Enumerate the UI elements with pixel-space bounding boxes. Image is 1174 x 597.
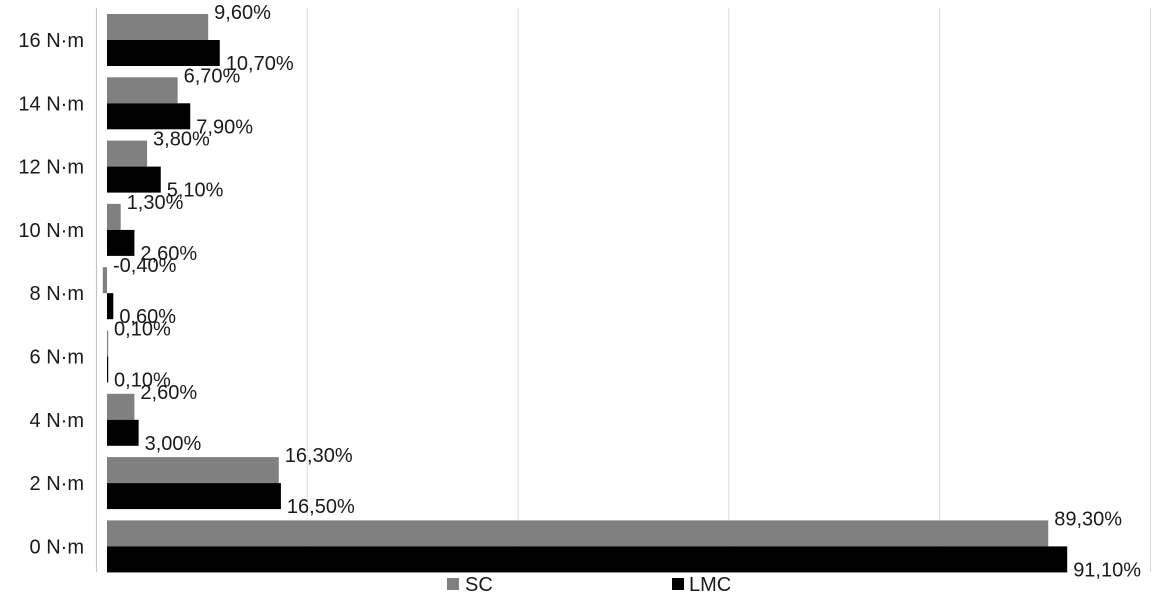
data-label-sc: 1,30%: [127, 192, 184, 214]
data-label-sc: 0,10%: [114, 319, 171, 341]
y-tick-label: 14 N·m: [18, 93, 84, 115]
data-label-lmc: 91,10%: [1073, 559, 1141, 581]
data-label-sc: 3,80%: [153, 129, 210, 151]
data-label-sc: 89,30%: [1054, 508, 1122, 530]
bar-sc: [107, 14, 209, 40]
data-label-sc: 9,60%: [214, 2, 271, 24]
data-label-lmc: 0,10%: [114, 370, 171, 392]
gridlines: [95, 8, 1151, 572]
y-tick-label: 4 N·m: [30, 410, 84, 432]
y-axis-tick-labels: 0 N·m 2 N·m 4 N·m 6 N·m 8 N·m 10 N·m 12 N·m 14 …: [18, 30, 84, 558]
data-label-sc: 16,30%: [285, 445, 353, 467]
bar-sc: [107, 393, 135, 420]
bar-sc: [107, 77, 178, 104]
data-label-lmc: 0,60%: [119, 306, 176, 328]
data-label-lmc: 10,70%: [226, 53, 294, 75]
data-label-lmc: 16,50%: [287, 496, 355, 518]
data-label-sc: -0,40%: [113, 255, 177, 277]
y-tick-label: 12 N·m: [18, 157, 84, 179]
data-label-sc: 6,70%: [184, 65, 241, 87]
data-label-lmc: 3,00%: [145, 433, 202, 455]
bar-lmc: [107, 483, 281, 510]
bar-lmc: [107, 546, 1068, 573]
legend: SC LMC: [447, 574, 731, 596]
bar-lmc: [107, 293, 114, 320]
bar-sc: [107, 203, 121, 230]
legend-label-sc: SC: [465, 574, 493, 596]
data-labels: 89,30%91,10%16,30%16,50%2,60%3,00%0,10%0…: [113, 2, 1141, 581]
bar-sc: [107, 520, 1049, 547]
bar-sc: [107, 140, 148, 167]
bars: [102, 14, 1068, 573]
bar-lmc: [107, 356, 109, 383]
legend-label-lmc: LMC: [689, 574, 731, 596]
bar-sc: [107, 330, 109, 357]
y-tick-label: 6 N·m: [30, 347, 84, 369]
bar-lmc: [107, 103, 191, 130]
y-tick-label: 2 N·m: [30, 473, 84, 495]
legend-swatch-lmc: [672, 578, 684, 590]
data-label-sc: 2,60%: [140, 382, 197, 404]
legend-swatch-sc: [447, 578, 459, 590]
y-tick-label: 0 N·m: [30, 536, 84, 558]
bar-lmc: [107, 166, 161, 193]
y-tick-label: 8 N·m: [30, 283, 84, 305]
data-label-lmc: 2,60%: [140, 243, 197, 265]
bar-lmc: [107, 229, 135, 256]
bar-lmc: [107, 40, 220, 66]
data-label-lmc: 5,10%: [167, 180, 224, 202]
data-label-lmc: 7,90%: [196, 116, 253, 138]
bar-lmc: [107, 419, 139, 446]
y-tick-label: 16 N·m: [18, 30, 84, 52]
bar-sc: [107, 457, 279, 484]
y-tick-label: 10 N·m: [18, 220, 84, 242]
bar-sc: [102, 267, 107, 294]
